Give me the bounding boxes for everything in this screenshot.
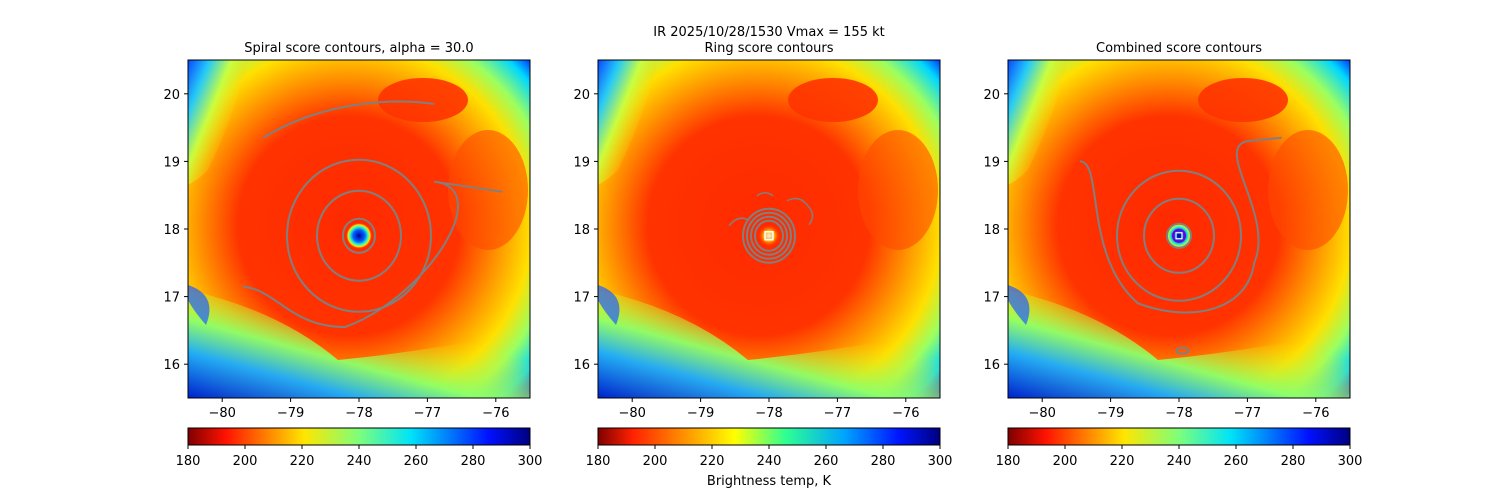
colorbar-tick-label: 200 [233, 454, 258, 469]
x-tick-label: −78 [345, 406, 372, 421]
y-tick-label: 20 [573, 88, 590, 103]
y-tick-label: 19 [163, 155, 180, 170]
colorbar-tick-label: 280 [461, 454, 486, 469]
y-tick-label: 18 [983, 223, 1000, 238]
panel-1: Spiral score contours, alpha = 30.0 −80 −7… [163, 41, 542, 469]
score-contours-2 [728, 192, 814, 264]
x-tick-label: −77 [1234, 406, 1261, 421]
panel-title-3: Combined score contours [1096, 41, 1262, 56]
center-marker [764, 231, 774, 241]
figure-suptitle: IR 2025/10/28/1530 Vmax = 155 kt [653, 25, 884, 40]
panel-title-1: Spiral score contours, alpha = 30.0 [244, 41, 473, 56]
x-tick-label: −80 [618, 406, 645, 421]
x-tick-label: −79 [277, 406, 304, 421]
ir-image-3 [1008, 60, 1350, 398]
score-contours-3 [1079, 136, 1282, 355]
colorbar-tick-label: 220 [1110, 454, 1135, 469]
y-tick-label: 17 [163, 291, 180, 306]
y-tick-label: 19 [573, 155, 590, 170]
colorbar-tick-label: 260 [404, 454, 429, 469]
colorbar-tick-label: 200 [1053, 454, 1078, 469]
x-tick-label: −79 [1097, 406, 1124, 421]
y-tick-label: 18 [163, 223, 180, 238]
colorbar-tick-label: 260 [1224, 454, 1249, 469]
x-tick-label: −79 [687, 406, 714, 421]
x-tick-label: −78 [1165, 406, 1192, 421]
colorbar-tick-label: 200 [643, 454, 668, 469]
colorbar-tick-label: 280 [871, 454, 896, 469]
x-tick-label: −78 [755, 406, 782, 421]
x-tick-label: −76 [892, 406, 919, 421]
colorbar-tick-label: 300 [518, 454, 543, 469]
y-tick-label: 20 [163, 88, 180, 103]
colorbar-tick-label: 240 [1167, 454, 1192, 469]
colorbar-tick-label: 300 [928, 454, 953, 469]
panel-title-2: Ring score contours [704, 41, 833, 56]
colorbar-2 [597, 427, 941, 446]
colorbar-3 [1007, 427, 1351, 446]
x-tick-label: −77 [824, 406, 851, 421]
center-marker [1175, 232, 1183, 240]
x-tick-label: −80 [1028, 406, 1055, 421]
colorbar-tick-label: 220 [290, 454, 315, 469]
colorbar-tick-label: 240 [347, 454, 372, 469]
y-tick-label: 18 [573, 223, 590, 238]
colorbar-tick-label: 300 [1338, 454, 1363, 469]
y-tick-label: 20 [983, 88, 1000, 103]
colorbar-tick-label: 280 [1281, 454, 1306, 469]
panel-2: Ring score contours −80 −79 −78 −77 −76 16 17 18… [573, 41, 952, 469]
x-tick-label: −77 [414, 406, 441, 421]
y-tick-label: 16 [163, 358, 180, 373]
colorbar-tick-label: 180 [176, 454, 201, 469]
colorbar-tick-label: 220 [700, 454, 725, 469]
colorbar-tick-label: 240 [757, 454, 782, 469]
x-tick-label: −76 [482, 406, 509, 421]
ir-image-2 [598, 60, 940, 398]
y-tick-label: 16 [983, 358, 1000, 373]
colorbar-label: Brightness temp, K [707, 474, 832, 489]
x-tick-label: −80 [208, 406, 235, 421]
colorbar-tick-label: 180 [996, 454, 1021, 469]
y-tick-label: 17 [573, 291, 590, 306]
y-tick-label: 16 [573, 358, 590, 373]
panel-3: Combined score contours −80 −79 −78 −77 −76 16… [983, 41, 1362, 469]
colorbar-1 [187, 427, 531, 446]
colorbar-tick-label: 260 [814, 454, 839, 469]
y-tick-label: 17 [983, 291, 1000, 306]
score-contours-1 [242, 100, 503, 329]
x-tick-label: −76 [1302, 406, 1329, 421]
ir-image-1 [188, 60, 530, 398]
y-tick-label: 19 [983, 155, 1000, 170]
colorbar-tick-label: 180 [586, 454, 611, 469]
